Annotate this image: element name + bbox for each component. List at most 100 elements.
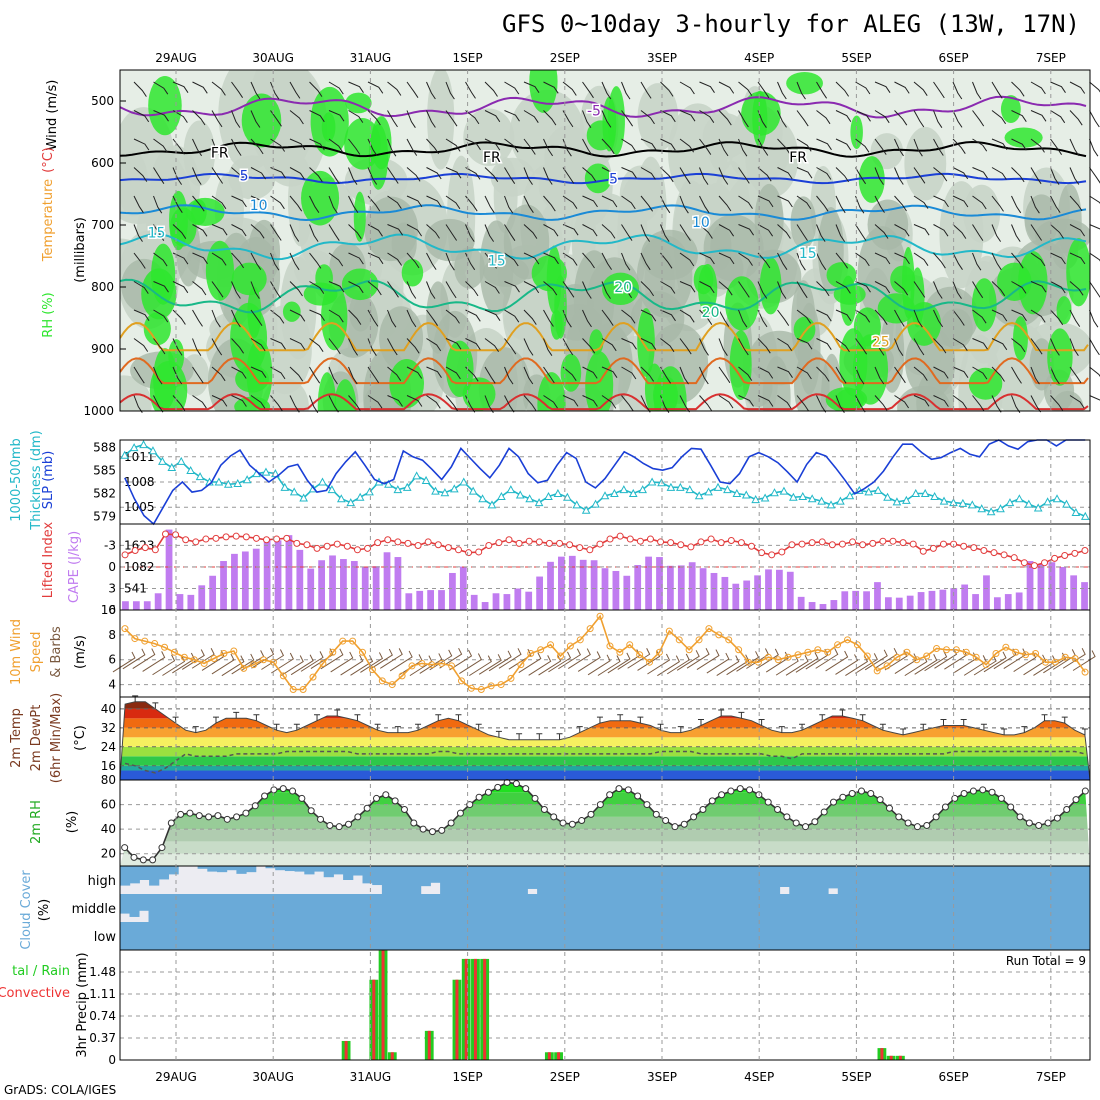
panel-label: 1000-500mb xyxy=(9,438,24,522)
cloud-cell xyxy=(947,894,958,922)
lifted-index-point xyxy=(889,537,897,545)
thickness-point xyxy=(591,499,600,508)
wind-barb xyxy=(328,195,338,214)
wind-barb xyxy=(582,167,597,182)
isotherm-line xyxy=(120,232,1087,261)
cloud-cell xyxy=(585,894,596,922)
wind-speed-point xyxy=(329,648,337,656)
wind-barb xyxy=(1069,366,1082,384)
lifted-index-point xyxy=(687,543,695,551)
wind-barb xyxy=(445,110,458,127)
wind-barb xyxy=(250,81,261,100)
cloud-cell xyxy=(738,894,749,922)
cloud-cell xyxy=(861,894,872,922)
cloud-cell xyxy=(440,866,451,894)
rh2m-point xyxy=(326,821,334,829)
cloud-cell xyxy=(1070,894,1081,922)
wind-barb xyxy=(348,138,361,155)
wind-barb xyxy=(777,224,791,239)
temp-minmax-whisker xyxy=(516,733,523,740)
rh2m-point xyxy=(167,819,175,827)
cape-bar xyxy=(786,571,794,610)
wind-barb xyxy=(699,309,713,325)
cloud-cell xyxy=(690,894,701,922)
wind-barb xyxy=(933,395,949,407)
cloud-cell xyxy=(275,922,286,950)
surface-wind-barb xyxy=(716,655,740,676)
lifted-index-point xyxy=(667,539,675,547)
slp-line xyxy=(124,439,1086,526)
wind-barb xyxy=(991,138,1008,150)
cloud-cell xyxy=(918,894,929,922)
wind-barb xyxy=(387,110,398,128)
lifted-index-point xyxy=(404,539,412,547)
wind-barb xyxy=(1030,395,1042,413)
wind-barb xyxy=(972,338,988,350)
wind-barb xyxy=(894,395,910,409)
cloud-cell xyxy=(866,922,878,950)
cloud-cell xyxy=(652,894,663,922)
wind-barb xyxy=(621,224,633,241)
contour-label: 10 xyxy=(692,215,710,231)
wind-barb xyxy=(738,395,754,407)
cloud-cell xyxy=(702,922,713,950)
cloud-cell xyxy=(546,922,557,950)
rh2m-point xyxy=(941,803,949,811)
cloud-cell xyxy=(217,922,228,950)
isotherm-line xyxy=(120,140,1087,158)
wind-barb xyxy=(192,110,206,126)
cloud-cell xyxy=(954,866,965,894)
wind-barb xyxy=(816,366,830,382)
cloud-cell xyxy=(833,894,844,922)
panel-label: Wind (m/s) xyxy=(45,80,60,151)
thickness-point xyxy=(515,490,525,499)
cloud-cell xyxy=(963,866,975,894)
contour-label: -5 xyxy=(587,103,601,119)
precip-convective-bar xyxy=(473,958,477,1060)
wind-barb xyxy=(660,366,672,384)
panel-label: & Barbs xyxy=(49,626,64,678)
surface-wind-barb xyxy=(686,648,710,669)
wind-barb xyxy=(250,224,265,239)
wind-barb xyxy=(757,224,774,237)
lifted-index-point xyxy=(465,549,473,557)
wind-barb xyxy=(523,366,534,385)
wind-barb xyxy=(933,81,945,99)
thickness-point xyxy=(487,500,497,509)
cloud-cell xyxy=(1070,866,1081,894)
temp-minmax-whisker xyxy=(758,719,765,726)
wind-speed-point xyxy=(774,656,782,664)
wind-barb xyxy=(211,195,227,210)
lifted-index-point xyxy=(606,535,614,543)
lifted-index-point xyxy=(859,541,867,549)
thickness-point xyxy=(129,443,139,452)
lifted-index-point xyxy=(808,539,816,547)
cloud-cell xyxy=(595,922,606,950)
cloud-cell xyxy=(789,866,800,894)
wind-barb xyxy=(601,395,617,409)
temp-minmax-whisker xyxy=(314,714,321,721)
wind-barb xyxy=(1089,167,1100,184)
wind-barb xyxy=(874,138,887,155)
date-label-top: 3SEP xyxy=(647,51,677,65)
thickness-point xyxy=(996,504,1005,513)
date-label-top: 1SEP xyxy=(453,51,483,65)
wind-barb xyxy=(1030,110,1047,122)
wind-barb xyxy=(913,252,929,266)
wind-barb xyxy=(855,281,871,293)
thickness-point xyxy=(685,485,695,494)
wind-barb xyxy=(874,252,891,265)
cape-bar xyxy=(699,568,707,610)
surface-wind-barb xyxy=(320,648,344,670)
cloud-cell xyxy=(275,866,286,871)
wind-barb xyxy=(679,252,695,267)
rh2m-point xyxy=(428,828,436,836)
rh-cell-green xyxy=(303,282,338,306)
run-total-label: Run Total = 9 xyxy=(1006,954,1086,968)
wind-barb xyxy=(796,252,806,271)
wind-barb xyxy=(933,252,946,269)
temp-minmax-whisker xyxy=(394,726,401,733)
cloud-cell xyxy=(310,894,321,922)
wind-barb xyxy=(1069,281,1084,296)
